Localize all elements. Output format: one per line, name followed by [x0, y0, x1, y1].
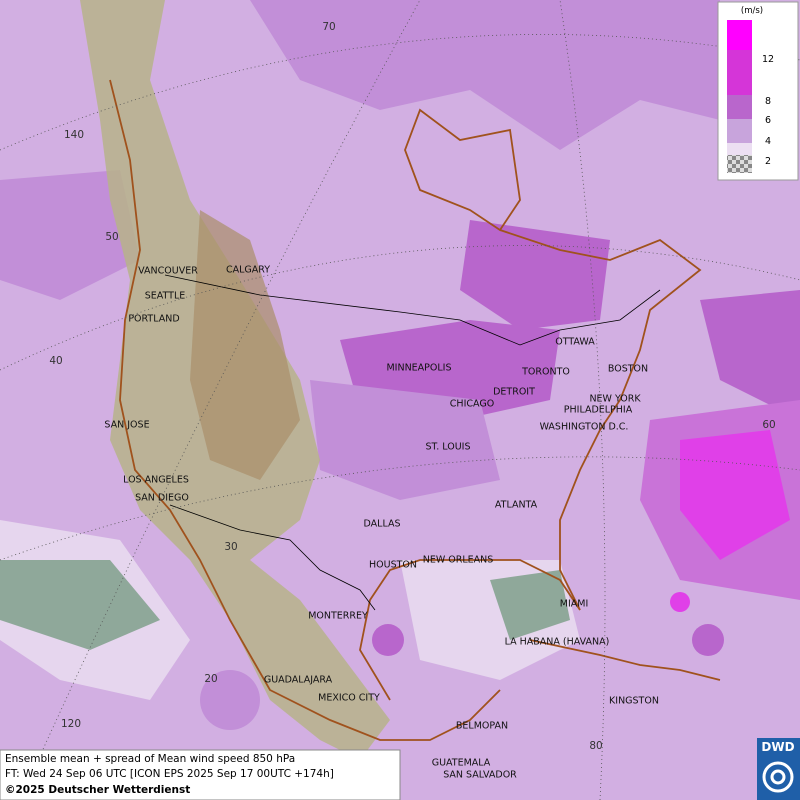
city-label: OTTAWA [555, 337, 595, 348]
city-label: CALGARY [226, 265, 270, 276]
city-label: GUADALAJARA [264, 675, 333, 686]
city-label: SAN SALVADOR [443, 770, 517, 781]
grid-label: 120 [61, 718, 81, 730]
caption-line: Ensemble mean + spread of Mean wind spee… [5, 753, 295, 765]
city-label: MIAMI [560, 599, 589, 610]
city-label: ATLANTA [495, 500, 538, 511]
grid-label: 30 [224, 541, 237, 553]
logo-icon [770, 769, 786, 785]
logo: DWD [757, 738, 800, 800]
legend-swatch [727, 119, 752, 143]
legend-tick-label: 4 [765, 136, 771, 147]
terrain [0, 0, 570, 760]
city-label: BOSTON [608, 364, 648, 375]
legend: (m/s) 12 8 6 4 2 [717, 1, 799, 181]
coastlines [109, 79, 721, 741]
grid-label: 40 [49, 355, 62, 367]
legend-tick-label: 8 [765, 96, 771, 107]
city-label: LA HABANA (HAVANA) [505, 637, 610, 648]
grid-label: 70 [322, 21, 335, 33]
grid-label: 50 [105, 231, 118, 243]
logo-icon [762, 761, 794, 793]
city-label: PORTLAND [128, 314, 179, 325]
logo-text: DWD [761, 740, 794, 754]
borders [164, 274, 661, 611]
legend-tick-label: 2 [765, 156, 771, 167]
legend-unit: (m/s) [741, 6, 763, 16]
city-label: DETROIT [493, 387, 535, 398]
city-label: VANCOUVER [138, 266, 198, 277]
city-label: SAN DIEGO [135, 493, 189, 504]
legend-swatch [727, 155, 752, 173]
city-label: PHILADELPHIA [564, 405, 633, 416]
grid-label: 80 [589, 740, 602, 752]
caption-line: ©2025 Deutscher Wetterdienst [5, 784, 190, 796]
city-label: HOUSTON [369, 560, 417, 571]
city-label: GUATEMALA [432, 758, 491, 769]
city-label: BELMOPAN [456, 721, 508, 732]
city-label: MEXICO CITY [318, 693, 380, 704]
grid-label: 140 [64, 129, 84, 141]
caption-box [0, 749, 401, 800]
legend-swatch [727, 50, 752, 95]
city-label: CHICAGO [450, 399, 494, 410]
legend-tick-label: 12 [762, 54, 774, 65]
grid-label: 60 [762, 419, 775, 431]
legend-swatch [727, 20, 752, 50]
city-label: MONTERREY [308, 611, 368, 622]
legend-swatch [727, 95, 752, 119]
city-label: NEW YORK [589, 394, 641, 405]
grid-labels: 70 140 50 40 60 30 20 120 80 [49, 21, 775, 752]
city-label: NEW ORLEANS [423, 555, 494, 566]
legend-swatch [727, 143, 752, 155]
city-label: KINGSTON [609, 696, 659, 707]
city-label: MINNEAPOLIS [386, 363, 451, 374]
city-label: LOS ANGELES [123, 475, 189, 486]
city-label: ST. LOUIS [426, 442, 471, 453]
city-label: WASHINGTON D.C. [540, 422, 629, 433]
caption: Ensemble mean + spread of Mean wind spee… [0, 749, 401, 800]
city-labels: VANCOUVER CALGARY SEATTLE PORTLAND MINNEAPOL… [104, 265, 659, 781]
city-label: DALLAS [364, 519, 401, 530]
city-label: TORONTO [521, 367, 570, 378]
caption-line: FT: Wed 24 Sep 06 UTC [ICON EPS 2025 Sep… [5, 768, 334, 780]
grid-label: 20 [204, 673, 217, 685]
city-label: SAN JOSE [104, 420, 149, 431]
legend-tick-label: 6 [765, 115, 771, 126]
city-label: SEATTLE [145, 291, 186, 302]
